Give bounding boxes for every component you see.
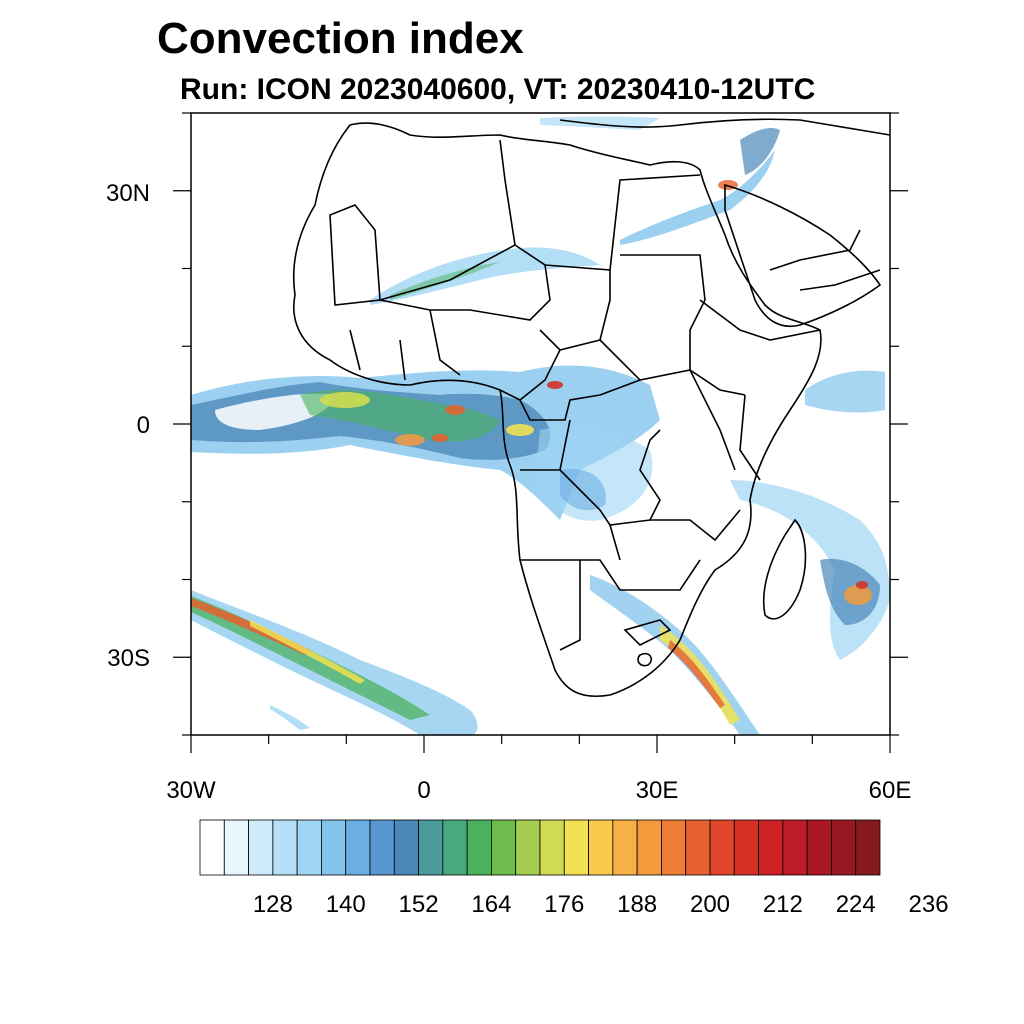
colorbar-label: 176 — [544, 891, 584, 918]
colorbar-label: 200 — [690, 891, 730, 918]
colorbar-swatch — [733, 819, 759, 876]
colorbar-swatch — [199, 819, 225, 876]
colorbar-label: 140 — [326, 891, 366, 918]
map-title: Convection index — [157, 14, 524, 63]
colorbar-label: 224 — [836, 891, 876, 918]
colorbar-labels: 128 140 152 164 176 188 200 212 224 236 — [253, 891, 949, 918]
colorbar-swatch — [321, 819, 347, 876]
colorbar-swatch — [831, 819, 857, 876]
colorbar-swatch — [612, 819, 638, 876]
axis-ticks — [173, 112, 908, 753]
colorbar-swatch — [466, 819, 492, 876]
lat-label-eq: 0 — [137, 412, 150, 439]
colorbar-swatch — [248, 819, 274, 876]
colorbar-swatch — [442, 819, 468, 876]
lat-label-30s: 30S — [107, 645, 150, 672]
colorbar-swatch — [491, 819, 517, 876]
colorbar-label: 236 — [909, 891, 949, 918]
colorbar-swatch — [296, 819, 322, 876]
colorbar-swatch — [345, 819, 371, 876]
colorbar-swatch — [782, 819, 808, 876]
colorbar-swatch — [563, 819, 589, 876]
colorbar-swatch — [661, 819, 687, 876]
colorbar-swatch — [685, 819, 711, 876]
colorbar-label: 164 — [471, 891, 511, 918]
colorbar-swatch — [223, 819, 249, 876]
colorbar-swatch — [855, 819, 881, 876]
country-borders — [292, 118, 890, 697]
colorbar-label: 128 — [253, 891, 293, 918]
map-subtitle: Run: ICON 2023040600, VT: 20230410-12UTC — [180, 73, 816, 106]
colorbar-swatch — [393, 819, 419, 876]
colorbar-swatch — [515, 819, 541, 876]
lon-label-30e: 30E — [636, 777, 679, 804]
lon-label-0: 0 — [417, 777, 430, 804]
lat-label-30n: 30N — [106, 180, 150, 207]
colorbar-swatch — [418, 819, 444, 876]
colorbar-swatch — [806, 819, 832, 876]
colorbar-swatch — [709, 819, 735, 876]
colorbar-swatch — [588, 819, 614, 876]
colorbar-label: 152 — [399, 891, 439, 918]
colorbar — [199, 819, 881, 876]
colorbar-swatch — [369, 819, 395, 876]
colorbar-swatch — [758, 819, 784, 876]
colorbar-label: 188 — [617, 891, 657, 918]
colorbar-swatch — [272, 819, 298, 876]
colorbar-swatch — [636, 819, 662, 876]
lon-label-30w: 30W — [166, 777, 216, 804]
colorbar-swatch — [539, 819, 565, 876]
lon-label-60e: 60E — [869, 777, 912, 804]
colorbar-label: 212 — [763, 891, 803, 918]
